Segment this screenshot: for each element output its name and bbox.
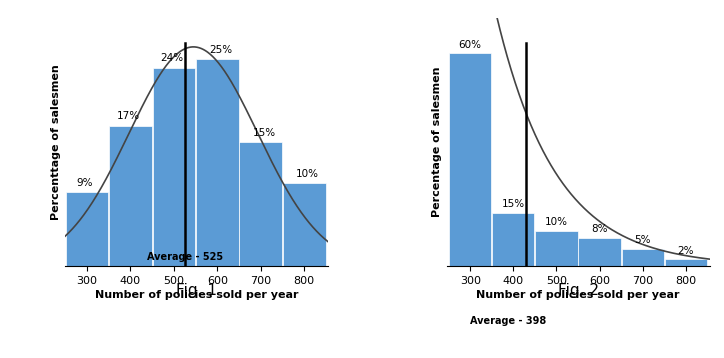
Bar bbox=[153, 68, 195, 266]
Text: 8%: 8% bbox=[592, 224, 608, 234]
X-axis label: Number of policies sold per year: Number of policies sold per year bbox=[95, 290, 298, 300]
Text: 15%: 15% bbox=[253, 128, 276, 138]
Y-axis label: Percentage of salesmen: Percentage of salesmen bbox=[432, 67, 442, 217]
Bar bbox=[449, 53, 492, 266]
Bar bbox=[66, 192, 108, 266]
Text: Fig. 1: Fig. 1 bbox=[176, 282, 217, 297]
Text: 10%: 10% bbox=[545, 217, 568, 227]
Text: 9%: 9% bbox=[77, 178, 93, 188]
Bar bbox=[283, 184, 326, 266]
Bar bbox=[109, 126, 151, 266]
Text: 15%: 15% bbox=[502, 199, 525, 209]
Bar bbox=[535, 231, 578, 266]
Text: Average - 398: Average - 398 bbox=[470, 316, 547, 326]
Bar bbox=[578, 238, 620, 266]
Text: Fig. 2: Fig. 2 bbox=[557, 282, 599, 297]
Bar bbox=[196, 59, 239, 266]
Text: 17%: 17% bbox=[117, 111, 140, 121]
Text: 5%: 5% bbox=[634, 235, 651, 245]
X-axis label: Number of policies sold per year: Number of policies sold per year bbox=[476, 290, 680, 300]
Bar bbox=[622, 248, 664, 266]
Y-axis label: Percenttage of salesmen: Percenttage of salesmen bbox=[51, 64, 61, 220]
Bar bbox=[665, 259, 707, 266]
Text: 10%: 10% bbox=[296, 169, 319, 179]
Text: 24%: 24% bbox=[160, 53, 183, 63]
Bar bbox=[240, 142, 282, 266]
Text: Average - 525: Average - 525 bbox=[147, 252, 223, 262]
Text: 2%: 2% bbox=[678, 246, 694, 256]
Bar bbox=[492, 213, 534, 266]
Text: 60%: 60% bbox=[459, 40, 481, 50]
Text: 25%: 25% bbox=[209, 45, 232, 55]
